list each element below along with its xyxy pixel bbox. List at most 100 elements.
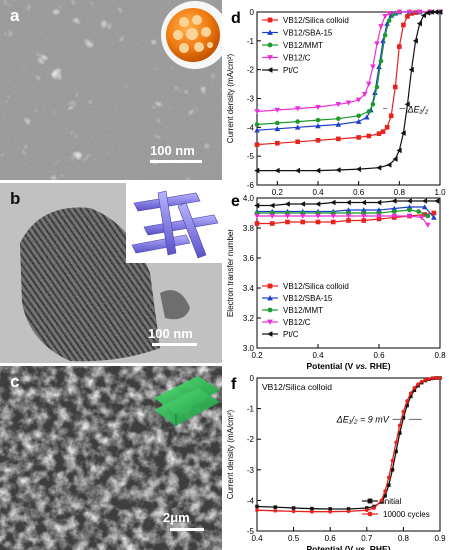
panel-label-a: a <box>10 6 20 25</box>
data-point <box>274 107 281 113</box>
panel-label-e: e <box>231 193 240 210</box>
data-point <box>376 131 382 136</box>
data-point <box>412 388 417 393</box>
data-point <box>361 218 367 223</box>
data-point <box>376 207 382 213</box>
x-axis-label-part: vs. <box>356 544 368 550</box>
x-axis-label-part: RHE) <box>367 361 390 371</box>
data-point <box>299 213 306 219</box>
series-d-0 <box>254 9 443 147</box>
data-point <box>379 498 384 503</box>
data-point <box>370 101 376 107</box>
data-point <box>416 9 423 15</box>
y-tick-label-f: 0 <box>250 374 255 383</box>
data-point <box>401 22 406 28</box>
y-tick-label-d: -2 <box>247 66 255 75</box>
panel-label-b: b <box>10 189 21 208</box>
y-tick-label-e: 3.4 <box>243 284 255 293</box>
panel-label-c: c <box>10 372 20 391</box>
data-point <box>438 376 442 380</box>
data-point <box>397 44 402 49</box>
data-point <box>388 113 394 119</box>
data-point <box>365 506 369 510</box>
legend-marker <box>367 498 373 504</box>
data-point <box>255 508 259 512</box>
data-point <box>273 509 278 513</box>
data-point <box>346 507 351 511</box>
data-point <box>376 213 382 219</box>
data-point <box>386 475 391 480</box>
y-tick-label-d: -4 <box>247 123 255 132</box>
data-point <box>254 167 260 174</box>
data-point <box>366 133 372 139</box>
data-point <box>397 423 402 428</box>
data-point <box>366 109 372 114</box>
data-point <box>407 207 412 213</box>
data-point <box>390 468 395 472</box>
legend-marker <box>267 331 273 337</box>
data-point <box>382 32 388 38</box>
x-axis-label-f: Potential (V vs. RHE) <box>306 544 390 550</box>
data-point <box>284 201 290 207</box>
data-point <box>269 221 275 226</box>
data-point <box>416 382 420 386</box>
data-point <box>360 207 367 213</box>
data-point <box>416 209 421 214</box>
data-point <box>376 216 382 222</box>
x-axis-label-e: Potential (V vs. RHE) <box>306 361 390 371</box>
data-point <box>356 135 361 140</box>
data-point <box>315 167 321 174</box>
data-point <box>383 489 387 494</box>
legend-label: initial <box>383 497 401 506</box>
y-tick-label-e: 3.6 <box>243 254 255 263</box>
data-point <box>420 12 427 19</box>
data-point <box>374 84 380 90</box>
legend-label: Pt/C <box>283 66 299 75</box>
data-point <box>294 124 301 130</box>
legend-label: Pt/C <box>283 330 299 339</box>
data-point <box>405 403 409 408</box>
mesoporous-sphere-icon <box>164 6 222 64</box>
panel-label-f: f <box>231 376 237 393</box>
x-tick-label-d: 0.8 <box>394 188 406 197</box>
data-point <box>335 167 341 173</box>
data-point <box>254 142 260 147</box>
y-axis-label-f: Current density (mA/cm²) <box>226 409 235 499</box>
chart-e: 0.2 0.4 0.6 0.8 3.0 3.2 3.4 3.6 3.8 4.0 Potential … <box>226 193 446 371</box>
data-point <box>255 504 259 509</box>
data-point <box>254 213 260 219</box>
data-point <box>401 415 406 420</box>
x-axis-label-part: Potential (V <box>306 361 355 371</box>
data-point <box>355 166 361 172</box>
data-point <box>390 458 395 463</box>
plot-frame-d <box>256 11 441 186</box>
legend-marker <box>267 67 273 73</box>
data-point <box>336 136 341 142</box>
data-point <box>419 379 424 384</box>
chart-subtitle-f: VB12/Silica colloid <box>262 382 332 392</box>
data-point <box>310 509 314 514</box>
data-point <box>294 106 301 112</box>
layered-sheets-icon <box>150 368 222 430</box>
data-point <box>360 213 367 219</box>
y-tick-label-d: -5 <box>247 152 255 161</box>
y-tick-label-e: 3.2 <box>243 314 255 323</box>
data-point <box>254 122 260 127</box>
y-tick-label-e: 3.0 <box>243 344 255 353</box>
data-point <box>315 123 321 129</box>
data-point <box>345 199 351 206</box>
data-point <box>425 222 431 228</box>
data-point <box>269 213 276 219</box>
x-tick-label-f: 0.8 <box>398 534 410 543</box>
legend-e: VB12/Silica colloid VB12/SBA-15 VB12/MMT VB… <box>262 282 349 339</box>
data-point <box>408 66 414 73</box>
x-tick-label-f: 0.4 <box>251 534 263 543</box>
data-point <box>335 121 342 127</box>
data-point <box>295 119 300 124</box>
data-point <box>405 399 409 403</box>
data-point <box>406 213 413 219</box>
legend-marker <box>267 42 273 48</box>
data-point <box>404 101 410 108</box>
